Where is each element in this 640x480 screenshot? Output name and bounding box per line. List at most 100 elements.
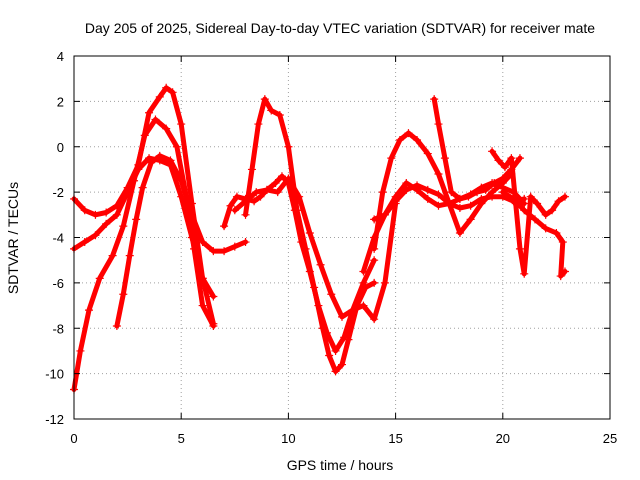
data-point-marker — [80, 238, 89, 247]
data-point-marker — [423, 149, 432, 158]
data-point-marker — [275, 110, 284, 119]
data-point-marker — [305, 228, 314, 237]
data-point-marker — [494, 156, 503, 165]
data-point-marker — [172, 142, 181, 151]
data-point-marker — [91, 231, 100, 240]
data-point-marker — [209, 292, 218, 301]
data-point-marker — [507, 154, 516, 163]
data-layer — [70, 83, 569, 394]
data-point-marker — [241, 238, 250, 247]
data-point-marker — [498, 188, 507, 197]
data-point-marker — [119, 222, 128, 231]
data-point-marker — [402, 179, 411, 188]
data-point-marker — [295, 192, 304, 201]
data-point-marker — [168, 88, 177, 97]
data-point-marker — [331, 346, 340, 355]
data-point-marker — [262, 185, 271, 194]
data-point-marker — [434, 201, 443, 210]
data-point-marker — [140, 131, 149, 140]
data-point-marker — [301, 244, 310, 253]
data-point-marker — [112, 321, 121, 330]
data-point-marker — [230, 242, 239, 251]
data-point-marker — [423, 194, 432, 203]
data-point-marker — [95, 274, 104, 283]
data-point-marker — [155, 151, 164, 160]
data-point-marker — [359, 301, 368, 310]
data-point-marker — [145, 108, 154, 117]
data-point-marker — [558, 238, 567, 247]
data-point-marker — [477, 194, 486, 203]
data-point-marker — [338, 312, 346, 321]
data-point-marker — [541, 224, 550, 233]
data-point-marker — [162, 124, 171, 133]
series-track-6 — [241, 95, 379, 376]
data-point-marker — [498, 174, 507, 183]
series-track-4 — [112, 151, 250, 330]
data-point-marker — [198, 301, 207, 310]
data-point-marker — [220, 222, 229, 231]
data-point-marker — [230, 206, 239, 215]
data-point-marker — [125, 251, 134, 260]
data-point-marker — [187, 233, 196, 242]
data-point-marker — [464, 192, 473, 201]
data-point-marker — [256, 192, 265, 201]
data-point-marker — [260, 95, 269, 104]
data-point-marker — [325, 351, 334, 360]
data-point-marker — [338, 360, 346, 369]
data-point-marker — [423, 185, 432, 194]
series-track-12 — [488, 147, 569, 278]
data-point-marker — [481, 185, 490, 194]
y-tick-label: 4 — [57, 49, 64, 64]
series-line — [232, 176, 399, 322]
data-point-marker — [102, 208, 111, 217]
data-point-marker — [145, 154, 154, 163]
x-tick-label: 10 — [281, 431, 295, 446]
data-point-marker — [241, 210, 250, 219]
data-point-marker — [515, 244, 524, 253]
x-tick-label: 0 — [70, 431, 77, 446]
data-point-marker — [359, 278, 368, 287]
data-point-marker — [209, 321, 218, 330]
y-axis-label: SDTVAR / TECUs — [5, 182, 21, 294]
series-track-11 — [430, 95, 524, 203]
data-point-marker — [520, 206, 529, 215]
data-point-marker — [147, 158, 156, 167]
data-point-marker — [520, 269, 529, 278]
data-point-marker — [380, 210, 389, 219]
data-point-marker — [250, 197, 259, 206]
data-point-marker — [548, 206, 557, 215]
series-line — [71, 117, 216, 392]
data-point-marker — [445, 199, 454, 208]
data-point-marker — [232, 192, 241, 201]
data-point-marker — [198, 238, 207, 247]
data-point-marker — [370, 215, 379, 224]
data-point-marker — [370, 278, 379, 287]
data-point-marker — [247, 165, 256, 174]
data-point-marker — [440, 154, 449, 163]
data-point-marker — [554, 197, 563, 206]
y-tick-label: -12 — [45, 412, 64, 427]
data-point-marker — [327, 290, 336, 299]
data-point-marker — [151, 115, 160, 124]
tick-layer: 0 5 10 15 20 25 -12 -10 -8 -6 -4 -2 0 2 4 — [45, 49, 617, 446]
data-point-marker — [530, 215, 539, 224]
data-point-marker — [500, 163, 509, 172]
data-point-marker — [226, 201, 235, 210]
y-tick-label: 0 — [57, 140, 64, 155]
y-tick-label: -4 — [52, 231, 64, 246]
data-point-marker — [455, 204, 464, 213]
data-point-marker — [198, 274, 207, 283]
data-point-marker — [413, 135, 422, 144]
data-point-marker — [490, 179, 499, 188]
data-point-marker — [455, 194, 464, 203]
data-point-marker — [284, 142, 293, 151]
data-point-marker — [162, 83, 171, 92]
data-point-marker — [138, 183, 147, 192]
data-point-marker — [466, 201, 475, 210]
series-track-7 — [230, 174, 400, 324]
data-point-marker — [254, 120, 263, 129]
data-point-marker — [292, 206, 301, 215]
data-point-marker — [434, 190, 443, 199]
x-tick-label: 25 — [603, 431, 617, 446]
data-point-marker — [177, 176, 186, 185]
